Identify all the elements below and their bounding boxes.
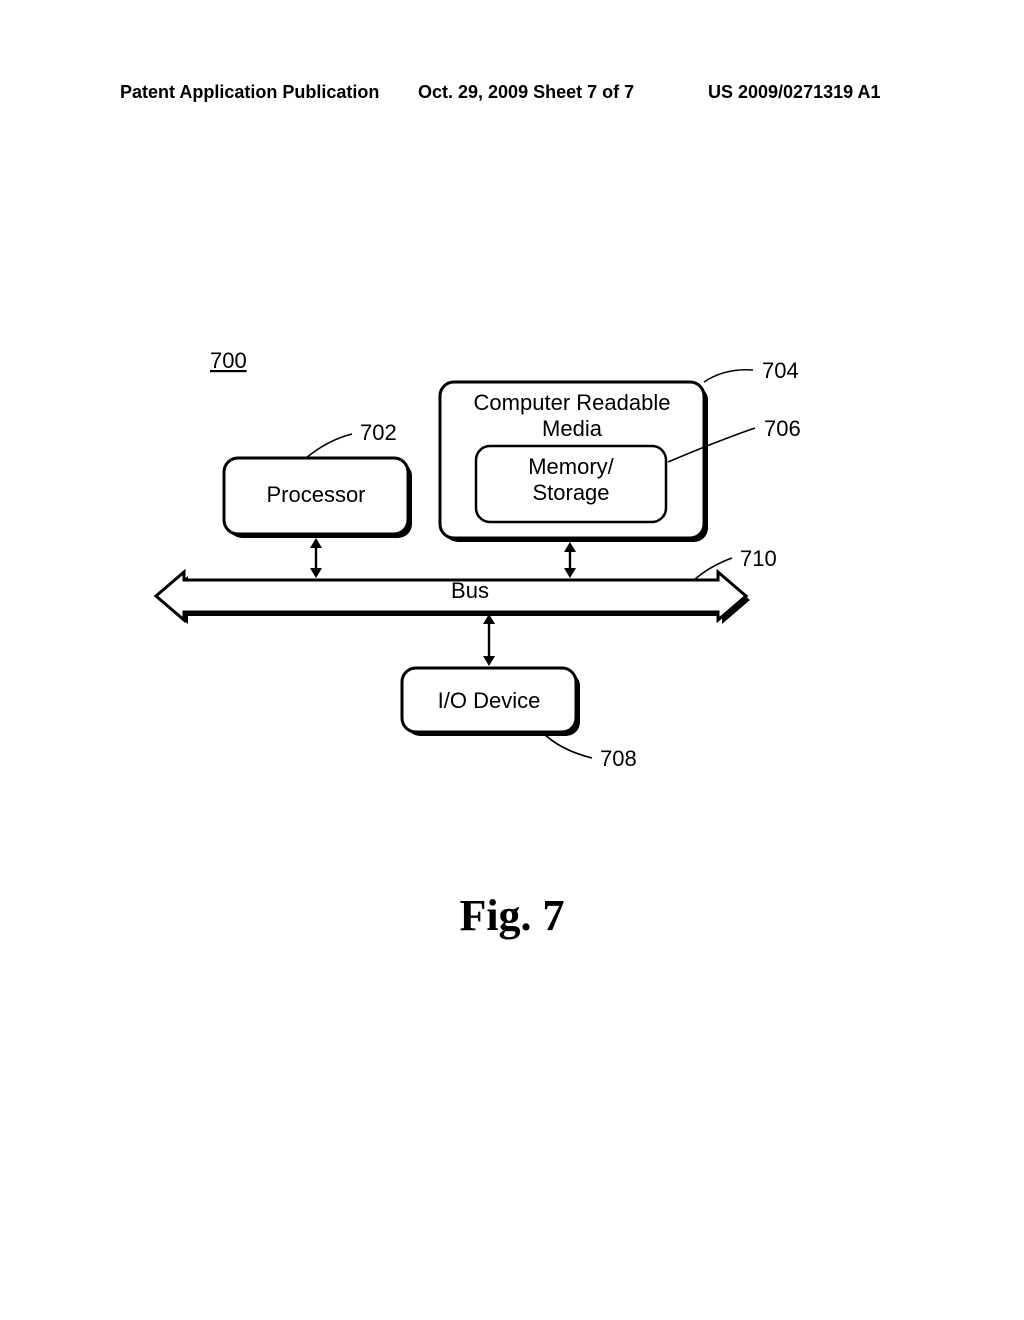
diagram: 700 Processor Computer ReadableMedia Memory… bbox=[150, 330, 870, 790]
node-ref706: 706 bbox=[764, 416, 801, 441]
node-bus_lbl: Bus bbox=[451, 578, 489, 603]
node-mem_lbl1: Memory/ bbox=[528, 454, 614, 479]
node-crm_lbl2: Media bbox=[542, 416, 603, 441]
figure-caption: Fig. 7 bbox=[0, 890, 1024, 941]
node-crm_lbl1: Computer Readable bbox=[474, 390, 671, 415]
node-ref702: 702 bbox=[360, 420, 397, 445]
node-sysref: 700 bbox=[210, 348, 247, 373]
page: Patent Application Publication Oct. 29, … bbox=[0, 0, 1024, 1320]
header-right: US 2009/0271319 A1 bbox=[708, 82, 880, 103]
node-ref704: 704 bbox=[762, 358, 799, 383]
header-left: Patent Application Publication bbox=[120, 82, 379, 103]
node-ref710: 710 bbox=[740, 546, 777, 571]
node-mem_lbl2: Storage bbox=[532, 480, 609, 505]
node-proc_lbl: Processor bbox=[266, 482, 365, 507]
header-mid: Oct. 29, 2009 Sheet 7 of 7 bbox=[418, 82, 634, 103]
node-ref708: 708 bbox=[600, 746, 637, 771]
node-io_lbl: I/O Device bbox=[438, 688, 541, 713]
